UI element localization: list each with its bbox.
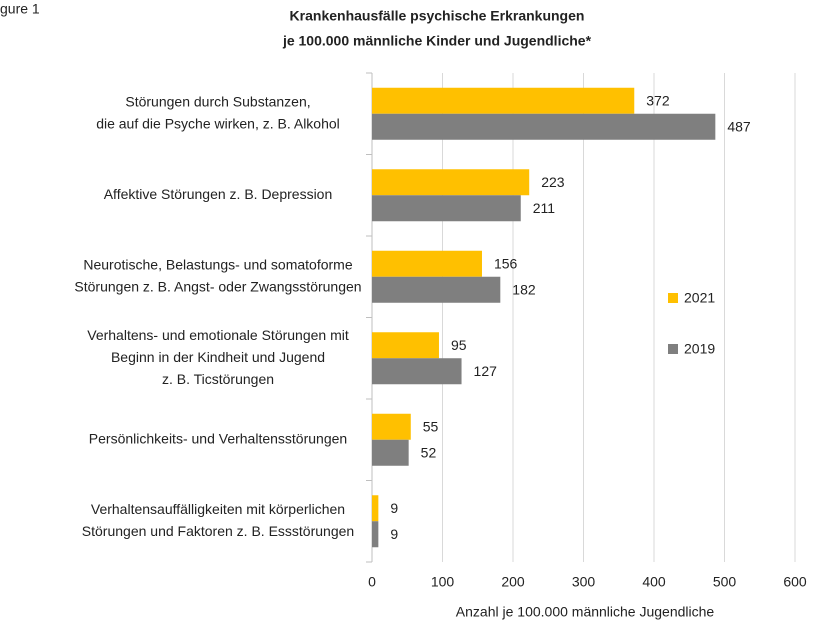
corner-text: gure 1: [0, 1, 40, 17]
bar: [372, 195, 521, 222]
y-tick-label: Affektive Störungen z. B. Depression: [104, 186, 333, 202]
bar: [372, 413, 411, 440]
y-tick-label: die auf die Psyche wirken, z. B. Alkohol: [96, 115, 340, 131]
y-tick-label: Störungen z. B. Angst- oder Zwangsstörun…: [74, 278, 361, 294]
bar: [372, 521, 379, 548]
x-tick-label: 300: [572, 574, 596, 590]
bar: [372, 358, 462, 385]
y-tick-label: Neurotische, Belastungs- und somatoforme: [83, 256, 352, 272]
y-tick-label: Beginn in der Kindheit und Jugend: [111, 349, 325, 365]
value-label: 487: [727, 118, 751, 134]
x-axis-label: Anzahl je 100.000 männliche Jugendliche: [456, 604, 715, 620]
value-label: 223: [541, 174, 565, 190]
legend-swatch: [668, 293, 678, 303]
bar: [372, 113, 716, 140]
value-label: 372: [646, 92, 670, 108]
value-label: 182: [512, 281, 536, 297]
value-label: 211: [533, 200, 556, 216]
chart-title: Krankenhausfälle psychische Erkrankungen: [290, 8, 585, 24]
chart-title: je 100.000 männliche Kinder und Jugendli…: [282, 33, 592, 49]
value-label: 9: [390, 500, 398, 516]
bar: [372, 276, 501, 303]
x-tick-label: 100: [431, 574, 455, 590]
x-tick-label: 400: [642, 574, 666, 590]
y-tick-label: Verhaltens- und emotionale Störungen mit: [87, 327, 349, 343]
bar: [372, 250, 482, 277]
bar: [372, 495, 379, 522]
x-tick-label: 0: [368, 574, 376, 590]
y-tick-label: Verhaltensauffälligkeiten mit körperlich…: [91, 501, 345, 517]
x-tick-label: 500: [713, 574, 737, 590]
value-label: 127: [474, 363, 498, 379]
legend-label: 2021: [684, 290, 715, 306]
y-tick-label: Störungen und Faktoren z. B. Essstörunge…: [82, 523, 354, 539]
value-label: 9: [390, 526, 398, 542]
legend-label: 2019: [684, 341, 715, 357]
x-tick-label: 600: [783, 574, 807, 590]
bar: [372, 439, 409, 466]
value-label: 95: [451, 337, 467, 353]
bar: [372, 332, 439, 359]
value-label: 55: [423, 418, 439, 434]
y-tick-label: z. B. Ticstörungen: [162, 371, 274, 387]
value-label: 52: [421, 444, 437, 460]
y-tick-label: Persönlichkeits- und Verhaltensstörungen: [89, 430, 347, 446]
legend-swatch: [668, 344, 678, 354]
value-label: 156: [494, 255, 518, 271]
y-tick-label: Störungen durch Substanzen,: [125, 93, 310, 109]
bar: [372, 169, 530, 196]
x-tick-label: 200: [501, 574, 525, 590]
bar: [372, 87, 635, 114]
